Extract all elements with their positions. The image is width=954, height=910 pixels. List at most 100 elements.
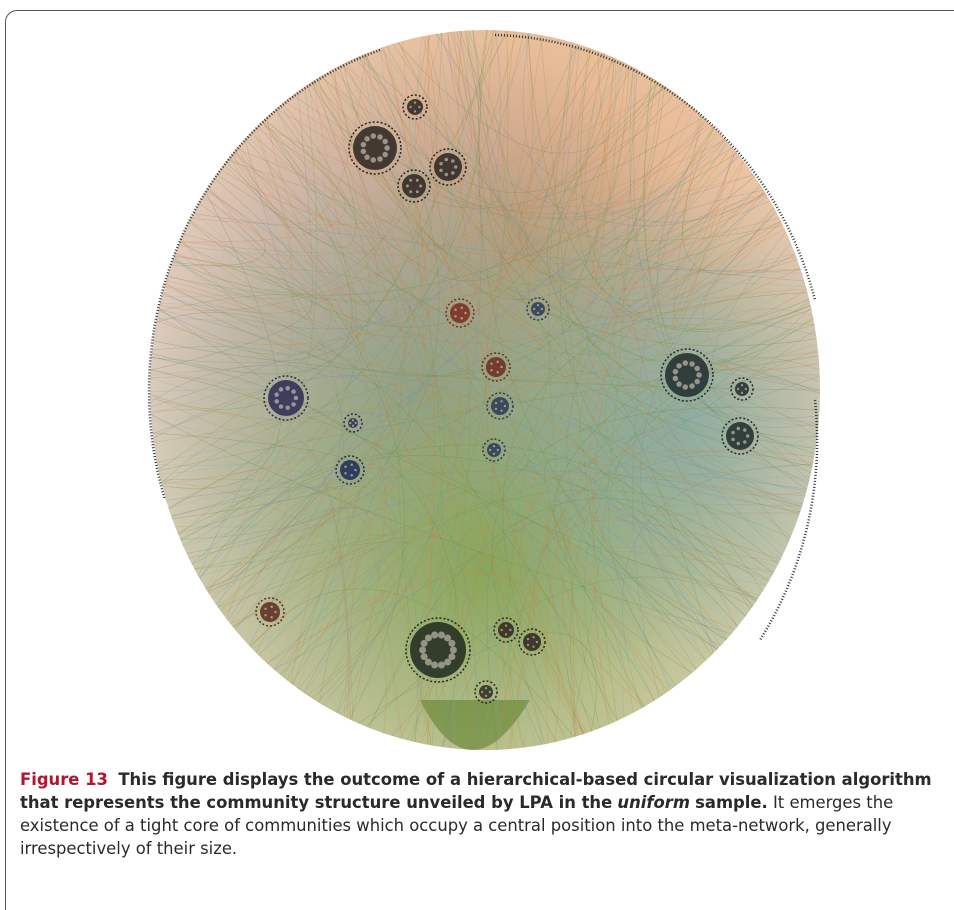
- node: [377, 156, 383, 162]
- node: [270, 616, 273, 619]
- node: [541, 308, 543, 310]
- node: [481, 691, 483, 693]
- node: [746, 434, 750, 438]
- node: [460, 307, 463, 310]
- node: [505, 633, 507, 635]
- node: [364, 154, 370, 160]
- node: [683, 384, 689, 390]
- node: [344, 472, 347, 475]
- node: [737, 442, 741, 446]
- node: [355, 422, 357, 424]
- node: [264, 608, 267, 611]
- node: [537, 312, 539, 314]
- network-figure: [0, 0, 954, 770]
- node: [414, 110, 416, 112]
- node: [350, 474, 353, 477]
- community: [523, 633, 541, 651]
- community: [353, 126, 397, 170]
- node: [409, 106, 411, 108]
- node: [382, 139, 388, 145]
- node: [527, 644, 529, 646]
- node: [500, 400, 502, 402]
- caption: Figure 13 This figure displays the outco…: [20, 768, 950, 860]
- node: [416, 190, 419, 193]
- node: [493, 453, 495, 455]
- node: [676, 381, 682, 387]
- node: [421, 653, 428, 660]
- node: [689, 361, 695, 367]
- node: [737, 388, 739, 390]
- node: [737, 427, 741, 431]
- node: [495, 402, 497, 404]
- node: [406, 185, 409, 188]
- node: [414, 101, 416, 103]
- node: [450, 647, 457, 654]
- node: [371, 157, 377, 163]
- node: [438, 631, 445, 638]
- node: [505, 624, 507, 626]
- node: [431, 662, 438, 669]
- node: [409, 179, 412, 182]
- node: [676, 363, 682, 369]
- node: [536, 641, 538, 643]
- node: [495, 408, 497, 410]
- community: [665, 353, 709, 397]
- node: [500, 410, 502, 412]
- node: [291, 389, 296, 394]
- community: [402, 174, 426, 198]
- node: [683, 360, 689, 366]
- node: [264, 614, 267, 617]
- node: [741, 384, 743, 386]
- node: [274, 399, 279, 404]
- node: [294, 396, 299, 401]
- figure-label: Figure 13: [20, 770, 108, 789]
- node: [673, 376, 679, 382]
- node: [497, 449, 499, 451]
- node: [460, 317, 463, 320]
- node: [489, 449, 491, 451]
- node: [489, 691, 491, 693]
- node: [425, 634, 432, 641]
- node: [377, 134, 383, 140]
- node: [696, 372, 702, 378]
- node: [490, 363, 493, 366]
- caption-emphasis: uniform: [617, 793, 690, 812]
- page: Figure 13 This figure displays the outco…: [0, 0, 954, 906]
- node: [493, 445, 495, 447]
- node: [274, 392, 279, 397]
- node: [431, 631, 438, 638]
- community: [410, 622, 466, 678]
- node: [689, 383, 695, 389]
- node: [532, 646, 534, 648]
- node: [527, 638, 529, 640]
- community: [491, 397, 509, 415]
- node: [416, 179, 419, 182]
- node: [745, 388, 747, 390]
- community: [434, 153, 462, 181]
- node: [409, 190, 412, 193]
- community: [260, 602, 280, 622]
- node: [419, 185, 422, 188]
- node: [464, 312, 467, 315]
- node: [382, 152, 388, 158]
- caption-title-end: sample.: [695, 793, 768, 812]
- node: [454, 315, 457, 318]
- node: [451, 159, 455, 163]
- node: [454, 165, 458, 169]
- node: [418, 106, 420, 108]
- node: [384, 145, 390, 151]
- node: [444, 659, 451, 666]
- node: [279, 387, 284, 392]
- node: [496, 361, 499, 364]
- node: [291, 402, 296, 407]
- node: [694, 366, 700, 372]
- node: [349, 422, 351, 424]
- community: [486, 357, 506, 377]
- node: [364, 136, 370, 142]
- node: [354, 469, 357, 472]
- node: [673, 369, 679, 375]
- node: [274, 611, 277, 614]
- community: [450, 303, 470, 323]
- node: [694, 379, 700, 385]
- node: [279, 404, 284, 409]
